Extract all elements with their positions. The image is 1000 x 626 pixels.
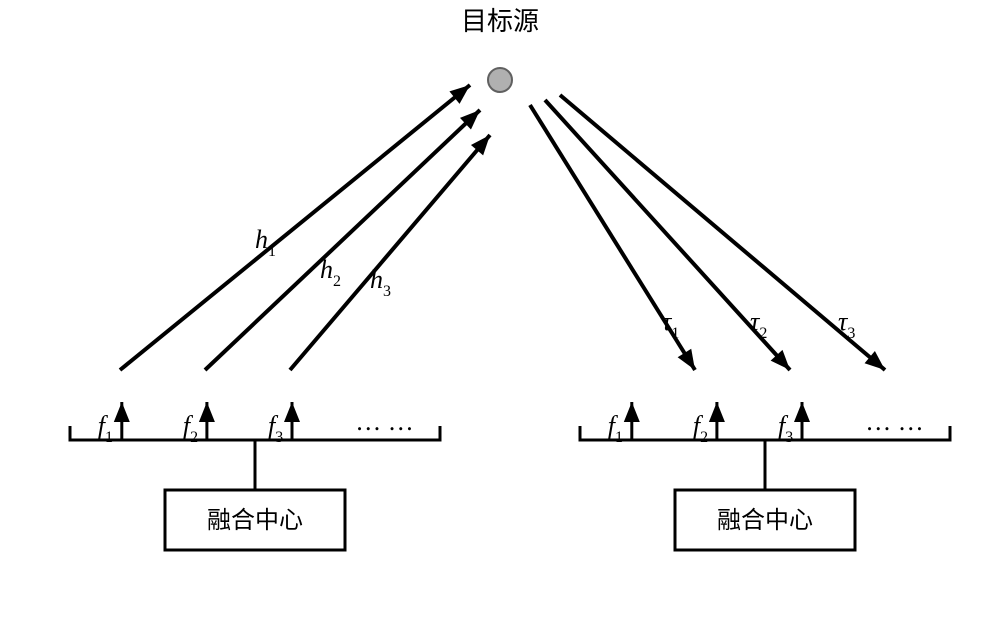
right-elem-arrow-1 bbox=[624, 402, 640, 440]
tau-label-2: τ2 bbox=[750, 307, 767, 342]
title-label: 目标源 bbox=[461, 7, 539, 36]
right-elem-arrow-2 bbox=[709, 402, 725, 440]
diagram-canvas: 目标源h1h2h3τ1τ2τ3… …融合中心f1f2f3… …融合中心f1f2f… bbox=[0, 0, 1000, 626]
left-fusion-label: 融合中心 bbox=[207, 507, 303, 534]
left-elem-arrow-2 bbox=[199, 402, 215, 440]
h-label-1: h1 bbox=[255, 225, 276, 260]
h-arrow-2 bbox=[205, 110, 480, 370]
h-label-3: h3 bbox=[370, 265, 391, 300]
right-ellipsis: … … bbox=[865, 407, 924, 436]
h-arrow-1 bbox=[120, 85, 470, 370]
h-label-2: h2 bbox=[320, 255, 341, 290]
left-ellipsis: … … bbox=[355, 407, 414, 436]
right-array: … … 融合中心 bbox=[580, 407, 950, 550]
right-fusion-label: 融合中心 bbox=[717, 507, 813, 534]
h-arrow-3 bbox=[290, 135, 490, 370]
target-node bbox=[488, 68, 512, 92]
tau-label-1: τ1 bbox=[662, 307, 679, 342]
left-elem-arrow-1 bbox=[114, 402, 130, 440]
right-elem-arrow-3 bbox=[794, 402, 810, 440]
left-elem-arrow-3 bbox=[284, 402, 300, 440]
left-array: … … 融合中心 bbox=[70, 407, 440, 550]
tau-label-3: τ3 bbox=[838, 307, 855, 342]
